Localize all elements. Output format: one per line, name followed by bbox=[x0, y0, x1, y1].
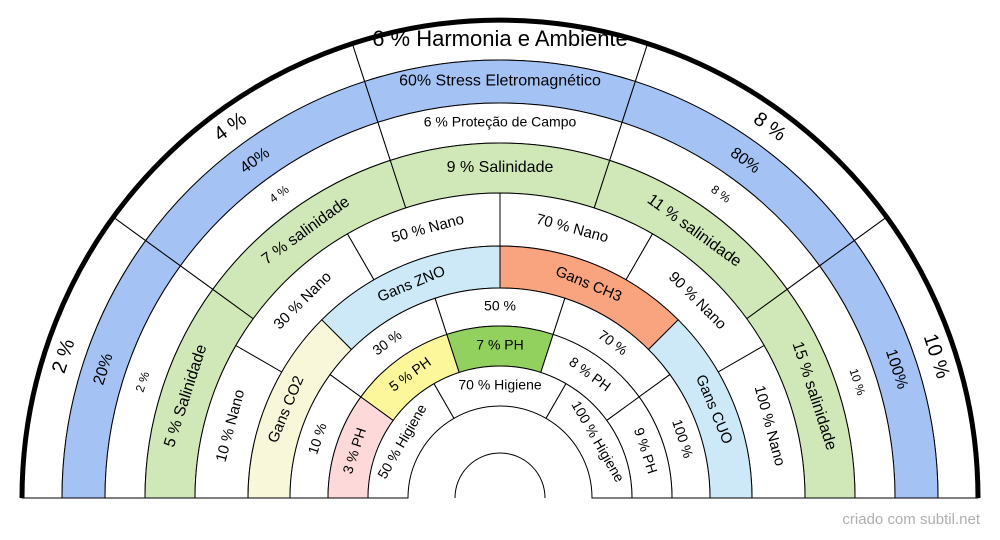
outer-border bbox=[19, 17, 981, 499]
segment-label: 9 % Salinidade bbox=[447, 159, 554, 176]
segment-label: 2 % bbox=[133, 370, 153, 394]
footer: criado com subtil.net bbox=[842, 511, 980, 528]
ring-segment bbox=[545, 382, 633, 499]
segment-label: 7 % PH bbox=[476, 337, 523, 353]
segment-label: 6 % Proteção de Campo bbox=[424, 114, 577, 130]
segment-label: 50 % bbox=[484, 298, 516, 314]
segment-label: 70 % Higiene bbox=[458, 377, 541, 393]
segment-label: 6 % Harmonia e Ambiente bbox=[372, 26, 628, 51]
segment-label: 60% Stress Eletromagnético bbox=[399, 73, 601, 90]
segments bbox=[19, 17, 981, 499]
inner-circle bbox=[454, 452, 546, 499]
